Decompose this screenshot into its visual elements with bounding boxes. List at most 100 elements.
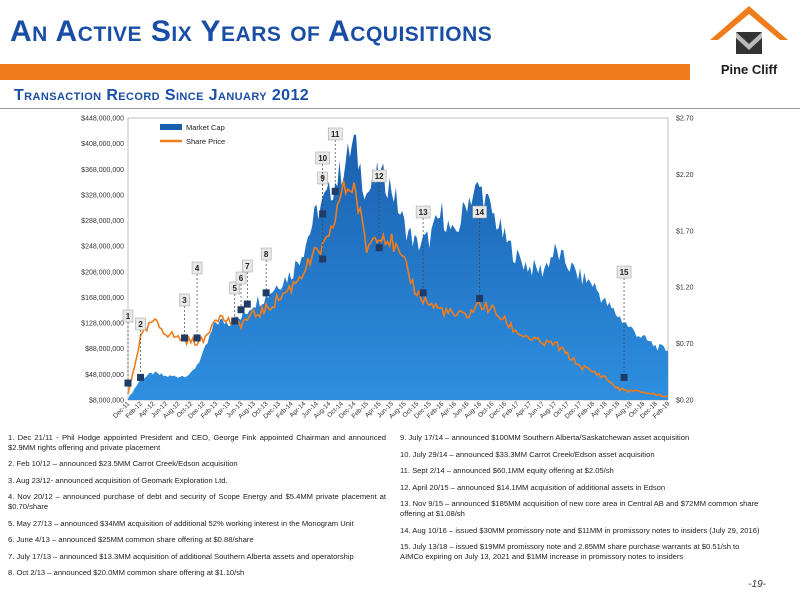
notes-left: 1. Dec 21/11 - Phil Hodge appointed Pres… [8, 433, 386, 585]
note-number: 3. [8, 475, 17, 485]
logo-text: Pine Cliff [720, 62, 778, 77]
page-subtitle: Transaction Record Since January 2012 [14, 87, 310, 104]
note-text: Feb 10/12 – announced $23.5MM Carrot Cre… [16, 459, 238, 469]
transaction-note: 2. Feb 10/12 – announced $23.5MM Carrot … [8, 459, 386, 469]
annotation-marker [319, 210, 327, 218]
annotation-label: 9 [320, 174, 325, 183]
right-axis-tick: $2.20 [676, 172, 694, 179]
note-number: 2. [8, 459, 17, 469]
annotation-box [122, 309, 134, 323]
note-text: Aug 10/16 – issued $30MM promissory note… [412, 525, 760, 535]
note-number: 1. [8, 433, 18, 442]
note-text: Aug 23/12- announced acquisition of Geom… [16, 475, 228, 485]
annotation-label: 1 [126, 312, 131, 321]
annotation-box [235, 271, 247, 285]
annotation-label: 5 [233, 284, 238, 293]
annotation-box [327, 127, 343, 141]
annotation-marker [137, 373, 145, 381]
annotation-box [229, 281, 240, 295]
legend-label-market-cap: Market Cap [186, 123, 225, 132]
annotation-marker [331, 187, 339, 195]
transaction-chart: $448,000,000 $408,000,000 $368,000,000 $328… [81, 116, 694, 421]
note-number: 10. [400, 449, 413, 459]
company-logo: Pine Cliff [702, 2, 796, 82]
note-number: 4. [8, 492, 18, 502]
note-text: April 20/15 – announced $14.1MM acquisit… [412, 482, 666, 492]
annotation-marker [124, 379, 132, 387]
note-text: Oct 2/13 – announced $20.0MM common shar… [16, 568, 245, 578]
right-axis-tick: $0.20 [676, 398, 694, 405]
note-number: 6. [8, 535, 17, 545]
annotation-box [191, 261, 203, 275]
annotation-box [179, 293, 190, 307]
notes-right: 9. July 17/14 – announced $100MM Souther… [400, 433, 760, 568]
page-title: An Active Six Years of Acquisitions [10, 15, 493, 48]
transaction-note: 12. April 20/15 – announced $14.1MM acqu… [400, 483, 760, 493]
annotation-box [260, 247, 272, 261]
note-number: 5. [8, 518, 17, 528]
legend-label-share-price: Share Price [186, 137, 225, 146]
annotation-box [371, 169, 387, 183]
left-axis-tick: $448,000,000 [81, 116, 124, 123]
note-text: July 29/14 – announced $33.3MM Carrot Cr… [412, 449, 655, 459]
share-price-line [127, 180, 669, 398]
note-text: July 17/14 – announced $100MM Southern A… [408, 433, 690, 442]
transaction-note: 14. Aug 10/16 – issued $30MM promissory … [400, 526, 760, 536]
annotation-box [616, 265, 632, 279]
transaction-note: 8. Oct 2/13 – announced $20.0MM common s… [8, 568, 386, 578]
right-axis-tick: $1.20 [676, 285, 694, 292]
annotation-box [315, 151, 330, 165]
annotation-box [242, 259, 253, 273]
annotation-label: 3 [182, 296, 187, 305]
note-text: Sept 2/14 – announced $60.1MM equity off… [412, 466, 614, 476]
transaction-note: 13. Nov 9/15 – announced $185MM acquisit… [400, 499, 760, 518]
note-text: July 17/13 – announced $13.3MM acquisiti… [16, 551, 354, 561]
annotation-marker [319, 255, 327, 263]
annotation-marker [620, 373, 628, 381]
note-text: May 27/13 – announced $34MM acquisition … [16, 518, 354, 528]
left-axis-tick: $8,000,000 [89, 398, 124, 405]
note-text: June 4/13 – announced $25MM common share… [16, 535, 254, 545]
note-number: 9. [400, 433, 409, 442]
chart-container: $448,000,000 $408,000,000 $368,000,000 $328… [0, 110, 800, 430]
left-axis-tick: $208,000,000 [81, 269, 124, 276]
transaction-note: 15. July 13/18 – issued $19MM promissory… [400, 542, 760, 561]
transaction-note: 10. July 29/14 – announced $33.3MM Carro… [400, 450, 760, 460]
annotation-marker [419, 289, 427, 297]
annotation-marker [476, 294, 484, 302]
annotation-marker [243, 300, 251, 308]
annotation-marker [237, 306, 245, 314]
left-axis-tick: $248,000,000 [81, 244, 124, 251]
transaction-note: 6. June 4/13 – announced $25MM common sh… [8, 535, 386, 545]
annotation-label: 12 [375, 172, 384, 181]
note-text: Dec 21/11 - Phil Hodge appointed Preside… [8, 433, 386, 452]
transaction-note: 1. Dec 21/11 - Phil Hodge appointed Pres… [8, 433, 386, 452]
note-text: Nov 20/12 – announced purchase of debt a… [8, 492, 386, 511]
left-axis-tick: $128,000,000 [81, 321, 124, 328]
transaction-note: 3. Aug 23/12- announced acquisition of G… [8, 476, 386, 486]
annotation-label: 8 [264, 250, 269, 259]
annotation-label: 10 [318, 154, 327, 163]
annotation-label: 2 [138, 320, 143, 329]
transaction-note: 4. Nov 20/12 – announced purchase of deb… [8, 492, 386, 511]
annotation-label: 14 [475, 208, 484, 217]
transaction-note: 9. July 17/14 – announced $100MM Souther… [400, 433, 760, 443]
note-text: Nov 9/15 – announced $185MM acquisition … [400, 499, 759, 518]
annotation-marker [262, 289, 270, 297]
left-axis-tick: $88,000,000 [85, 346, 124, 353]
annotation-label: 6 [239, 274, 244, 283]
note-number: 12. [400, 482, 413, 492]
page-number: -19- [748, 579, 766, 590]
annotation-label: 4 [195, 264, 200, 273]
annotation-label: 13 [419, 208, 428, 217]
annotation-label: 11 [331, 130, 340, 139]
annotation-marker [181, 334, 189, 342]
transaction-note: 7. July 17/13 – announced $13.3MM acquis… [8, 552, 386, 562]
title-accent-bar [0, 64, 690, 80]
left-axis-tick: $288,000,000 [81, 218, 124, 225]
right-axis-tick: $0.70 [676, 341, 694, 348]
annotation-marker [193, 334, 201, 342]
left-axis-tick: $168,000,000 [81, 295, 124, 302]
left-axis-tick: $368,000,000 [81, 167, 124, 174]
pine-cliff-logo-icon [710, 6, 788, 54]
